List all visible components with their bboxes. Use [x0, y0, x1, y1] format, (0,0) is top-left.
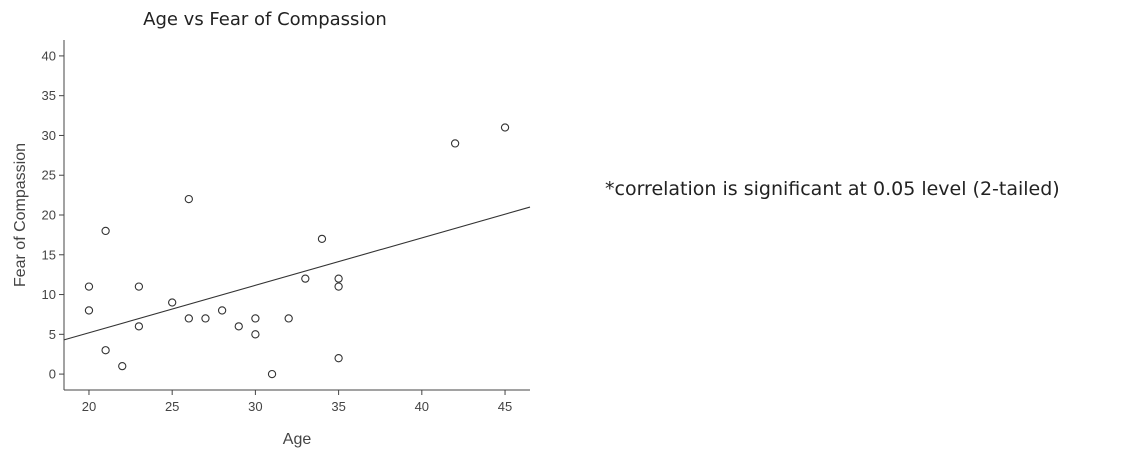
data-point	[134, 322, 144, 331]
y-axis-label: Fear of Compassion	[12, 143, 29, 287]
chart-title: Age vs Fear of Compassion	[143, 9, 387, 30]
plot-area: 20 25 30 35 40 45 0 5 10 15 20 25 30 35 40	[42, 40, 531, 414]
y-tick-label: 20	[42, 208, 56, 223]
data-point	[184, 194, 193, 204]
data-point	[134, 282, 144, 291]
data-point	[284, 314, 293, 323]
y-tick-label: 25	[42, 168, 56, 183]
data-point	[301, 274, 310, 283]
data-point	[201, 314, 210, 323]
y-tick-label: 15	[42, 247, 56, 262]
x-tick-label: 45	[498, 399, 512, 414]
data-point	[217, 306, 227, 315]
data-point	[334, 274, 343, 283]
data-point	[234, 322, 243, 331]
data-point	[317, 234, 327, 244]
y-tick-label: 5	[49, 327, 56, 342]
data-point	[334, 354, 343, 363]
y-tick-label: 0	[49, 367, 56, 382]
data-point	[84, 306, 94, 315]
data-point	[101, 346, 110, 355]
y-tick-label: 35	[42, 88, 56, 103]
y-tick-label: 40	[42, 48, 56, 63]
y-tick-label: 10	[42, 287, 56, 302]
x-tick-label: 20	[82, 399, 96, 414]
data-point	[500, 123, 510, 132]
y-tick-label: 30	[42, 128, 56, 143]
data-point	[450, 139, 460, 148]
data-point	[251, 330, 260, 339]
x-tick-label: 25	[165, 399, 179, 414]
x-tick-label: 35	[331, 399, 345, 414]
data-point	[84, 282, 94, 291]
correlation-note: *correlation is significant at 0.05 leve…	[605, 178, 1060, 200]
data-point	[184, 314, 193, 323]
data-point	[118, 361, 127, 371]
data-point	[168, 298, 177, 307]
data-point	[101, 226, 110, 236]
data-point	[251, 314, 260, 323]
x-tick-label: 40	[415, 399, 429, 414]
data-point	[334, 282, 343, 291]
data-point	[267, 369, 277, 379]
regression-line	[63, 206, 531, 341]
x-tick-label: 30	[248, 399, 262, 414]
x-axis-label: Age	[283, 431, 312, 448]
